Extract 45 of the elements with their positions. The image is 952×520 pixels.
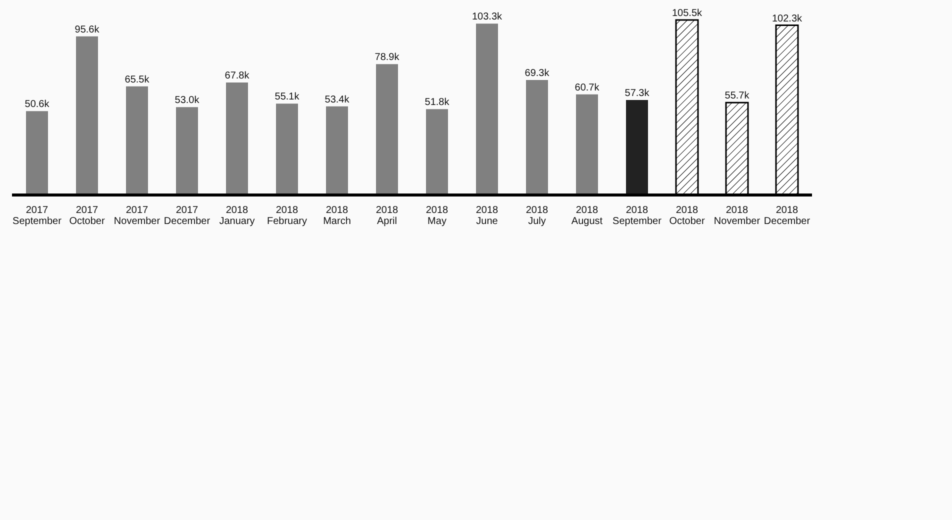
data-label: 69.3k	[524, 68, 550, 80]
bar	[476, 24, 498, 195]
x-tick-label: 2018 February	[266, 205, 308, 227]
bar	[526, 80, 548, 195]
x-tick-label: 2017 September	[12, 205, 62, 227]
bar	[326, 106, 348, 195]
data-label: 55.7k	[724, 90, 750, 102]
data-label: 60.7k	[574, 82, 600, 94]
x-tick-label: 2018 July	[526, 205, 549, 227]
x-tick-label: 2017 November	[114, 205, 161, 227]
x-tick-label: 2018 August	[571, 205, 603, 227]
x-tick-label: 2018 June	[476, 205, 499, 227]
data-label: 55.1k	[274, 92, 300, 103]
x-tick-label: 2018 January	[219, 205, 255, 227]
data-label: 50.6k	[24, 99, 50, 110]
bar	[426, 109, 448, 195]
x-tick-label: 2017 December	[164, 205, 211, 227]
bar	[376, 64, 398, 195]
data-label: 102.3k	[772, 13, 804, 24]
data-label: 53.0k	[174, 95, 200, 106]
bar	[76, 36, 98, 195]
data-label: 57.3k	[624, 88, 650, 99]
bar	[576, 94, 598, 195]
x-tick-label: 2018 March	[323, 205, 351, 227]
data-label: 95.6k	[74, 24, 100, 36]
x-tick-label: 2018 December	[764, 205, 811, 227]
data-label: 105.5k	[672, 8, 704, 19]
x-tick-label: 2018 October	[669, 205, 706, 227]
x-tick-label: 2018 April	[376, 205, 399, 227]
bar	[176, 107, 198, 195]
bar	[126, 86, 148, 195]
bar	[276, 104, 298, 195]
bar	[26, 111, 48, 195]
bar	[626, 100, 648, 195]
data-label: 65.5k	[124, 74, 150, 86]
x-tick-label: 2017 October	[69, 205, 106, 227]
x-tick-label: 2018 September	[612, 205, 662, 227]
bar	[226, 82, 248, 195]
x-tick-label: 2018 May	[426, 205, 449, 227]
data-label: 53.4k	[324, 94, 350, 106]
data-label: 51.8k	[424, 97, 450, 108]
data-label: 78.9k	[374, 52, 400, 64]
x-tick-label: 2018 November	[714, 205, 761, 227]
data-label: 67.8k	[224, 70, 250, 82]
data-label: 103.3k	[472, 12, 504, 23]
